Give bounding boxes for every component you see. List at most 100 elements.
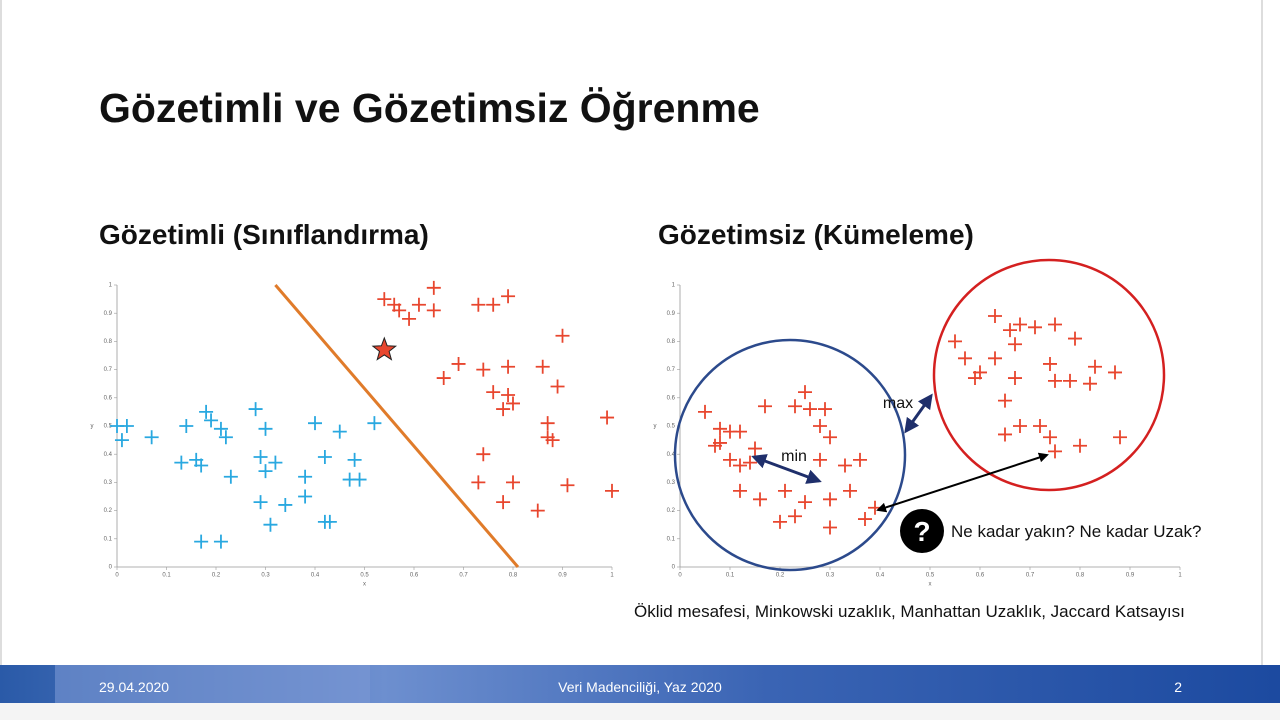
point <box>1048 317 1062 332</box>
point <box>194 534 209 549</box>
point <box>958 351 972 366</box>
x-tick-label: 0.8 <box>1076 573 1085 579</box>
point <box>486 385 501 400</box>
point <box>471 475 486 490</box>
max-label: max <box>883 395 913 412</box>
point <box>436 371 451 386</box>
point <box>332 424 347 439</box>
x-tick-label: 1 <box>1178 573 1182 579</box>
point <box>253 450 268 465</box>
x-tick-label: 0.9 <box>1126 573 1135 579</box>
footer-band <box>55 665 370 703</box>
point <box>838 458 852 473</box>
point <box>213 534 228 549</box>
point <box>367 416 382 431</box>
point <box>1073 438 1087 453</box>
y-tick-label: 0.3 <box>104 480 113 486</box>
point <box>723 452 737 467</box>
x-axis-label: x <box>929 582 932 588</box>
point <box>1083 376 1097 391</box>
point <box>818 402 832 417</box>
point <box>199 404 214 419</box>
left-chart: 0 0.1 0.2 0.3 0.4 0.5 0.6 0.7 0.8 0.9 1 0 0.1 0.2 0.3 0… <box>91 280 619 588</box>
y-tick-label: 0.9 <box>104 311 113 317</box>
point <box>1043 430 1057 445</box>
question-icon <box>900 509 944 553</box>
y-tick-label: 0.2 <box>104 508 113 514</box>
point <box>1008 371 1022 386</box>
x-tick-label: 0 <box>678 573 682 579</box>
point <box>748 441 762 456</box>
point <box>853 452 867 467</box>
point <box>258 421 273 436</box>
right-chart: 0 0.1 0.2 0.3 0.4 0.5 0.6 0.7 0.8 0.9 1 0 0.1 0.2 0.3 0… <box>654 283 1183 588</box>
question-icon-mark: ? <box>913 516 930 547</box>
query-star <box>371 336 398 361</box>
point <box>813 419 827 433</box>
point <box>1008 337 1022 352</box>
footer-date: 29.04.2020 <box>99 679 169 695</box>
point <box>213 421 228 436</box>
point <box>253 495 268 510</box>
point <box>506 396 520 411</box>
point <box>1068 331 1082 346</box>
point <box>1043 356 1057 371</box>
point <box>263 517 278 532</box>
point <box>174 455 189 470</box>
point <box>501 289 516 304</box>
point <box>501 387 516 402</box>
point <box>496 402 511 417</box>
point <box>308 416 322 431</box>
y-tick-label: 0.9 <box>667 311 676 317</box>
point <box>798 495 812 510</box>
x-tick-label: 0.2 <box>776 573 785 579</box>
point <box>713 421 727 436</box>
point <box>948 334 962 349</box>
point <box>1013 419 1027 433</box>
y-tick-label: 0.8 <box>667 339 676 345</box>
point <box>823 492 837 507</box>
point <box>506 475 520 490</box>
point <box>278 497 293 512</box>
y-tick-label: 0 <box>672 565 676 571</box>
point <box>352 472 367 487</box>
footer-page: 2 <box>1174 679 1182 695</box>
point <box>555 328 570 343</box>
point <box>476 362 491 377</box>
point <box>298 489 313 504</box>
point <box>545 433 560 448</box>
point <box>530 503 545 518</box>
x-axis-label: x <box>363 582 366 588</box>
point <box>605 483 619 498</box>
point <box>778 483 792 498</box>
y-tick-label: 0.7 <box>104 367 113 373</box>
point <box>144 430 159 445</box>
point <box>535 359 550 374</box>
point <box>347 452 362 467</box>
cluster-circle <box>932 258 1166 492</box>
point <box>698 404 712 419</box>
x-tick-label: 0.5 <box>926 573 935 579</box>
point <box>317 450 332 465</box>
point <box>426 303 441 318</box>
x-tick-label: 0.3 <box>826 573 835 579</box>
point <box>179 419 194 433</box>
y-tick-label: 0.1 <box>667 536 676 542</box>
point <box>550 379 565 394</box>
min-label: min <box>781 448 807 465</box>
point <box>1063 373 1077 388</box>
point <box>1088 359 1102 374</box>
point <box>1013 317 1027 332</box>
point <box>411 297 426 312</box>
point <box>1108 365 1122 380</box>
point <box>392 303 407 318</box>
point <box>1028 320 1042 335</box>
x-tick-label: 0.1 <box>162 573 171 579</box>
point <box>298 469 313 484</box>
point <box>753 492 767 507</box>
point <box>322 514 337 529</box>
point <box>773 514 787 529</box>
caption: Öklid mesafesi, Minkowski uzaklık, Manha… <box>634 602 1185 621</box>
x-tick-label: 0 <box>115 573 119 579</box>
